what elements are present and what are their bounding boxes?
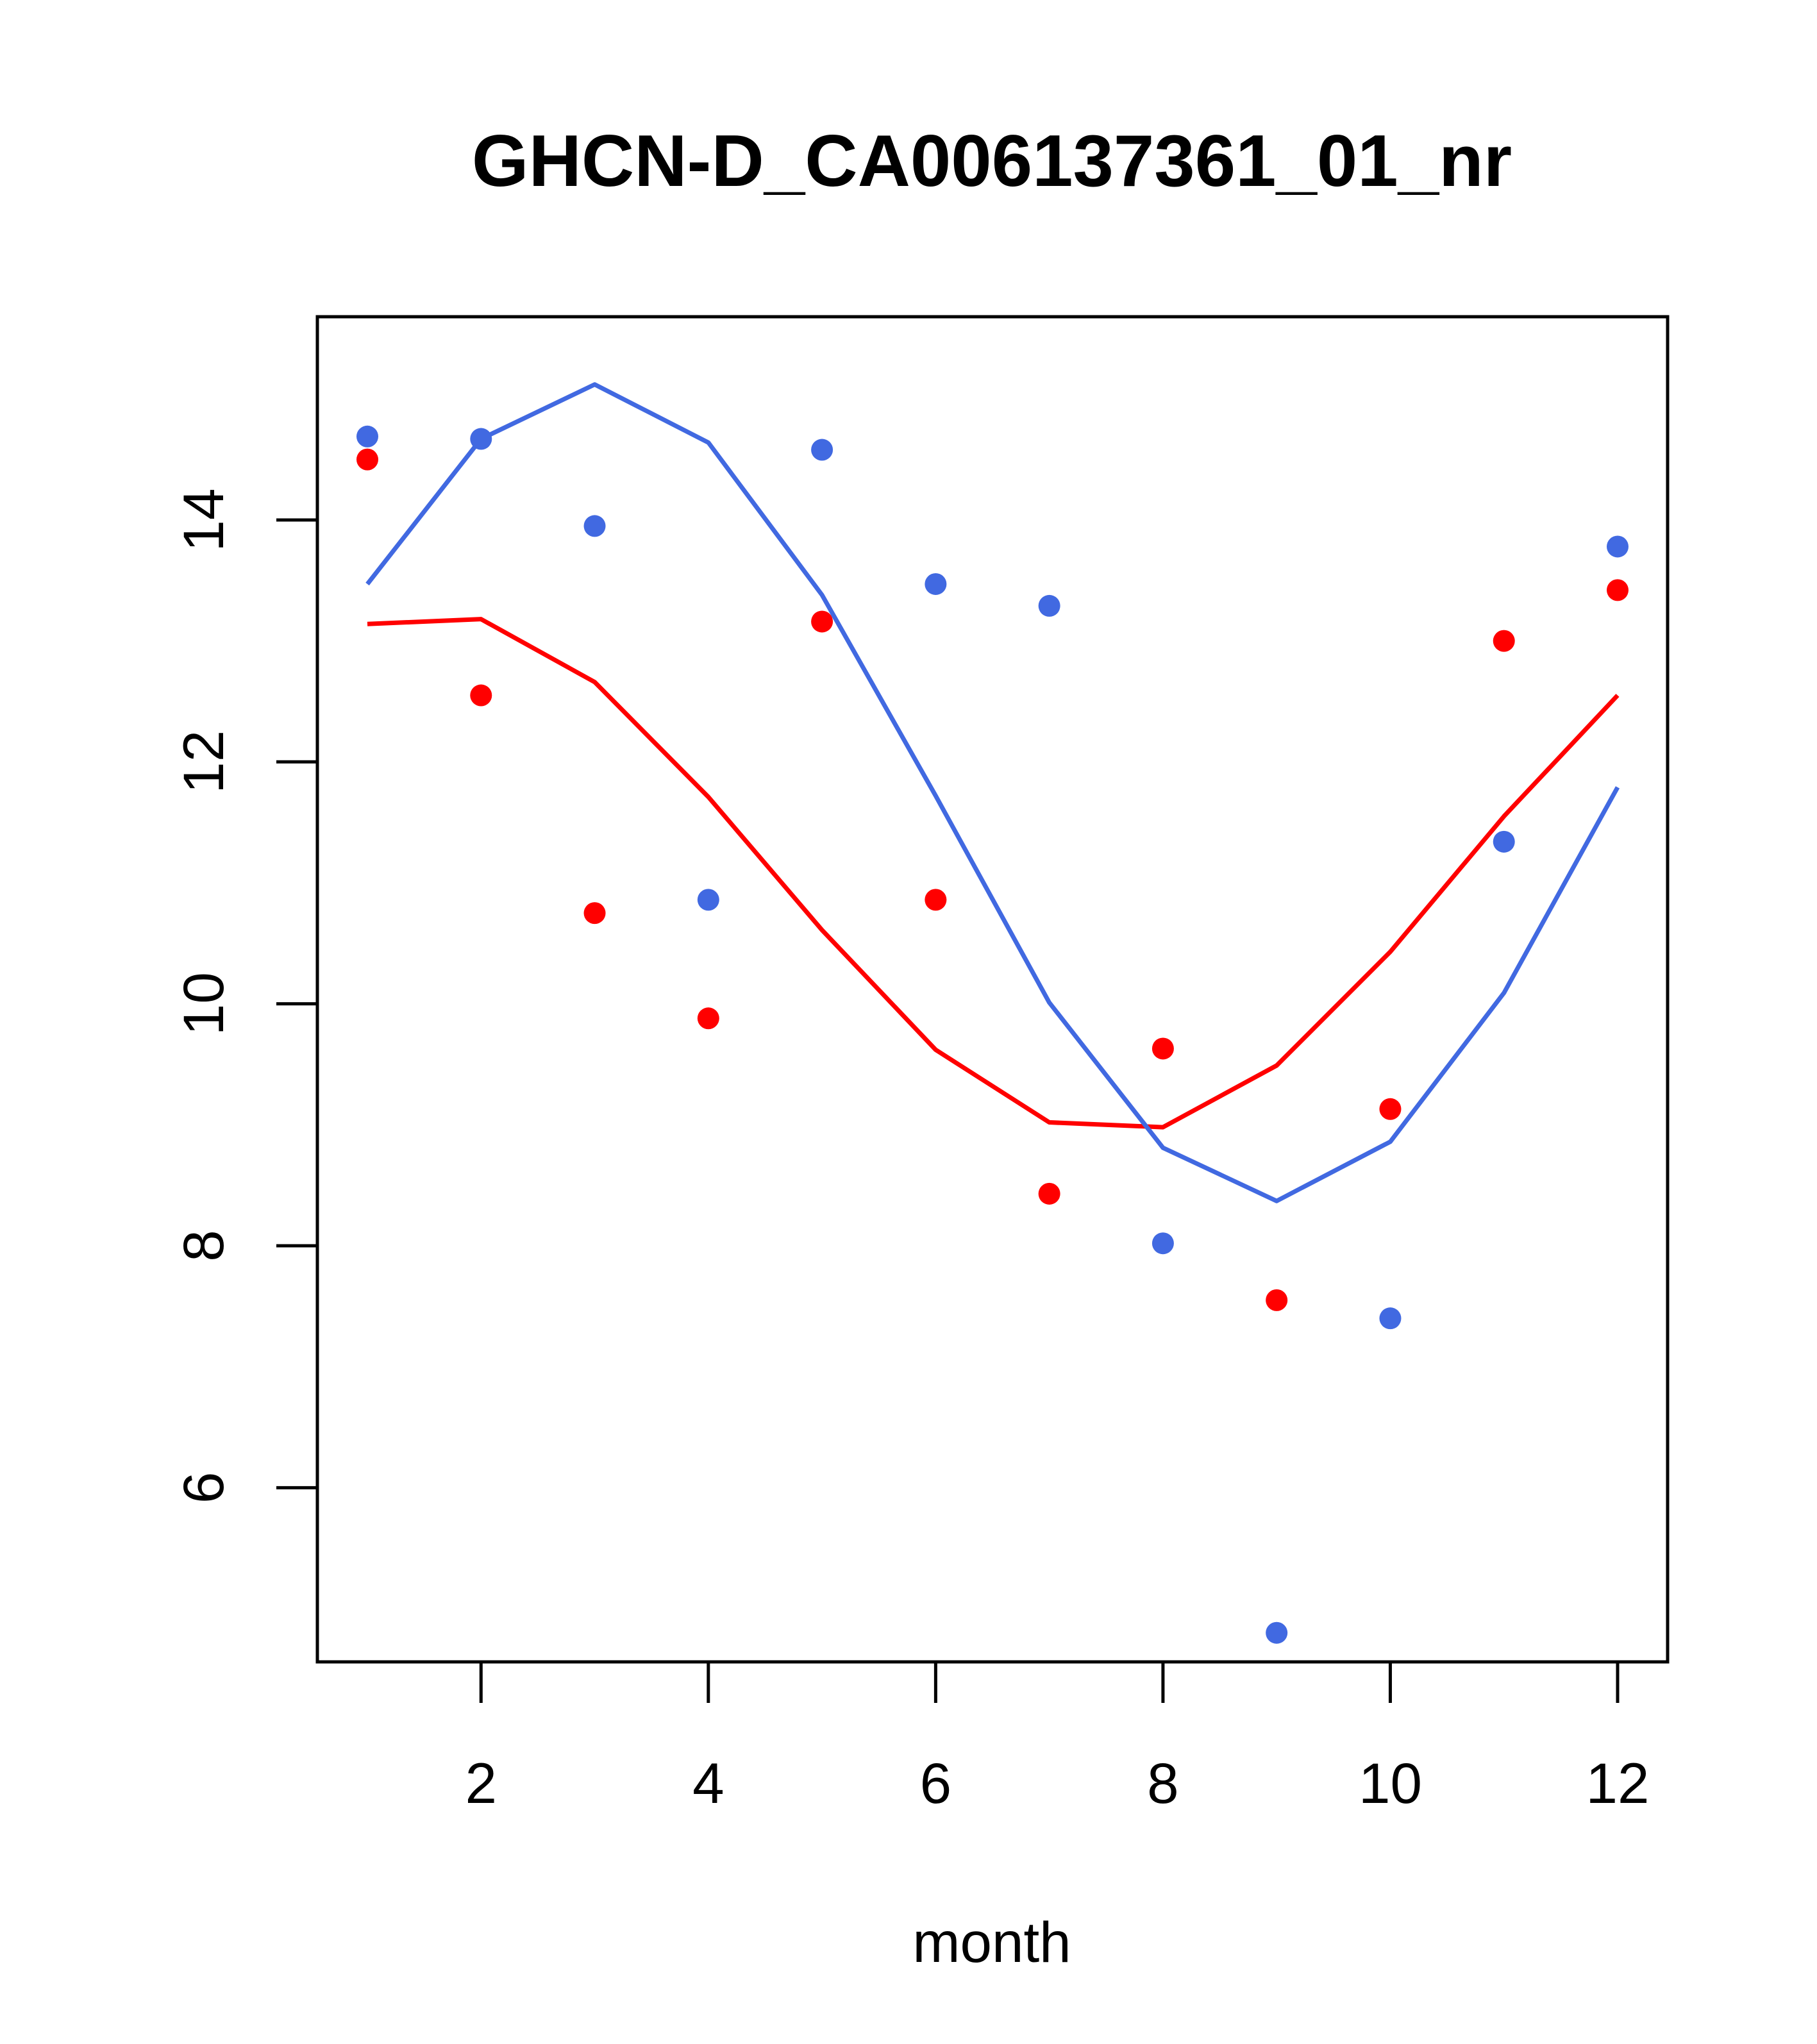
data-point xyxy=(925,573,947,595)
data-point xyxy=(811,610,833,633)
chart-title: GHCN-D_CA006137361_01_nr xyxy=(472,121,1512,202)
data-point xyxy=(1379,1098,1402,1120)
data-point xyxy=(1493,630,1515,652)
y-axis: 6 8 10 12 14 xyxy=(171,488,317,1504)
x-tick-label: 2 xyxy=(465,1751,498,1815)
data-point xyxy=(811,439,833,461)
y-tick-label: 10 xyxy=(171,972,235,1035)
data-point xyxy=(1493,830,1515,853)
data-point xyxy=(1607,535,1629,558)
data-point xyxy=(1379,1307,1402,1330)
x-axis: 2 4 6 8 10 12 xyxy=(465,1662,1650,1815)
data-point xyxy=(1266,1289,1288,1311)
data-point xyxy=(1038,594,1060,617)
x-axis-label: month xyxy=(912,1910,1071,1974)
data-point xyxy=(356,425,378,448)
x-tick-label: 4 xyxy=(692,1751,724,1815)
data-point xyxy=(697,1007,719,1030)
data-point xyxy=(583,902,606,925)
data-point xyxy=(356,448,378,471)
data-point xyxy=(470,684,492,707)
x-tick-label: 8 xyxy=(1147,1751,1179,1815)
series-line xyxy=(365,382,1620,1203)
x-tick-label: 12 xyxy=(1586,1751,1650,1815)
data-point xyxy=(583,515,606,537)
x-tick-label: 10 xyxy=(1359,1751,1422,1815)
y-tick-label: 6 xyxy=(171,1472,235,1504)
data-point xyxy=(1151,1037,1174,1060)
data-point xyxy=(697,889,719,911)
data-point xyxy=(470,428,492,450)
data-point xyxy=(925,889,947,911)
series-line xyxy=(367,617,1620,1130)
data-point xyxy=(1607,579,1629,601)
series-lines xyxy=(365,382,1620,1203)
y-tick-label: 8 xyxy=(171,1230,235,1262)
data-point xyxy=(1038,1182,1060,1205)
y-tick-label: 12 xyxy=(171,730,235,794)
plot-area xyxy=(315,315,1670,1664)
series-points xyxy=(356,425,1629,1644)
y-tick-label: 14 xyxy=(171,488,235,551)
x-tick-label: 6 xyxy=(920,1751,952,1815)
plot-frame xyxy=(315,315,1670,1664)
data-point xyxy=(1266,1621,1288,1644)
data-point xyxy=(1151,1232,1174,1255)
